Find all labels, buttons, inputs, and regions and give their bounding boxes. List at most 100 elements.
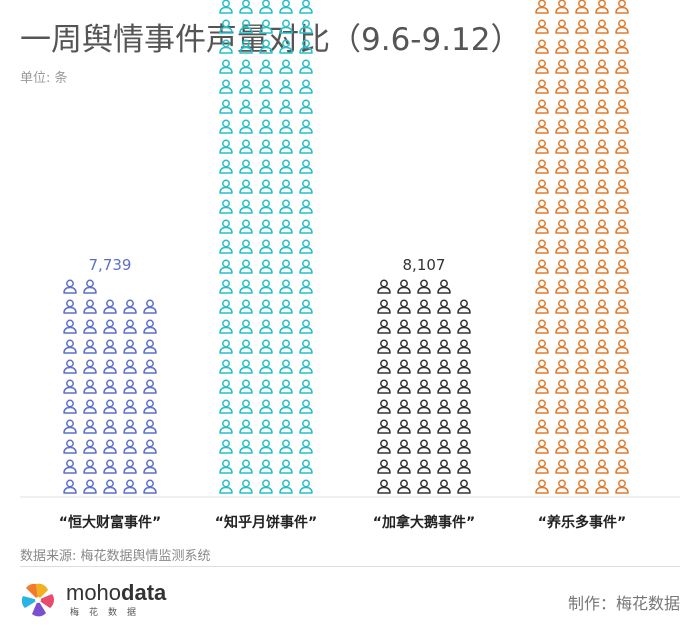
person-icon <box>457 439 471 454</box>
category-label: “养乐多事件” <box>538 514 626 531</box>
person-icon <box>123 459 137 474</box>
person-icon <box>575 39 589 54</box>
person-icon <box>615 259 629 274</box>
person-icon <box>575 239 589 254</box>
person-icon <box>377 479 391 494</box>
person-icon <box>63 339 77 354</box>
person-icon <box>417 399 431 414</box>
person-icon <box>143 299 157 314</box>
person-icon <box>123 359 137 374</box>
person-icon <box>457 359 471 374</box>
person-icon <box>279 479 293 494</box>
person-icon <box>123 379 137 394</box>
person-icon <box>299 359 313 374</box>
person-icon <box>457 339 471 354</box>
person-icon <box>555 379 569 394</box>
person-icon <box>143 439 157 454</box>
person-icon <box>595 59 609 74</box>
person-icon <box>239 79 253 94</box>
person-icon <box>279 239 293 254</box>
person-icon <box>615 39 629 54</box>
person-icon <box>417 319 431 334</box>
person-icon <box>615 99 629 114</box>
person-icon <box>83 279 97 294</box>
person-icon <box>595 0 609 14</box>
person-icon <box>299 159 313 174</box>
person-icon <box>555 299 569 314</box>
person-icon <box>219 259 233 274</box>
person-icon <box>259 139 273 154</box>
person-icon <box>615 0 629 14</box>
person-icon <box>123 339 137 354</box>
person-icon <box>219 179 233 194</box>
person-icon <box>575 439 589 454</box>
person-icon <box>377 379 391 394</box>
person-icon <box>143 479 157 494</box>
person-icon <box>535 239 549 254</box>
person-icon <box>595 259 609 274</box>
person-icon <box>83 299 97 314</box>
person-icon <box>397 419 411 434</box>
person-icon <box>103 319 117 334</box>
person-icon <box>437 299 451 314</box>
category-label: “知乎月饼事件” <box>215 514 317 531</box>
person-icon <box>437 419 451 434</box>
person-icon <box>259 419 273 434</box>
person-icon <box>417 379 431 394</box>
person-icon <box>299 179 313 194</box>
person-icon <box>595 479 609 494</box>
person-icon <box>83 359 97 374</box>
person-icon <box>417 439 431 454</box>
person-icon <box>417 479 431 494</box>
person-icon <box>377 319 391 334</box>
person-icon <box>595 139 609 154</box>
value-label: 7,739 <box>89 256 132 274</box>
person-icon <box>555 259 569 274</box>
category-label: “加拿大鹅事件” <box>373 514 475 531</box>
person-icon <box>535 279 549 294</box>
person-icon <box>377 339 391 354</box>
person-icon <box>615 119 629 134</box>
person-icon <box>299 0 313 14</box>
person-icon <box>377 359 391 374</box>
person-icon <box>595 399 609 414</box>
person-icon <box>575 459 589 474</box>
person-icon <box>279 0 293 14</box>
person-icon <box>259 459 273 474</box>
person-icon <box>219 379 233 394</box>
person-icon <box>299 319 313 334</box>
person-icon <box>615 159 629 174</box>
person-icon <box>397 319 411 334</box>
person-icon <box>279 379 293 394</box>
person-icon <box>575 139 589 154</box>
person-icon <box>457 419 471 434</box>
maker-credit: 制作：梅花数据 <box>567 594 680 613</box>
person-icon <box>555 119 569 134</box>
person-icon <box>417 339 431 354</box>
person-icon <box>615 139 629 154</box>
person-icon <box>239 99 253 114</box>
person-icon <box>377 399 391 414</box>
person-icon <box>457 319 471 334</box>
person-icon <box>535 399 549 414</box>
person-icon <box>259 99 273 114</box>
person-icon <box>219 199 233 214</box>
person-icon <box>219 439 233 454</box>
person-icon <box>397 459 411 474</box>
person-icon <box>535 219 549 234</box>
person-icon <box>259 59 273 74</box>
person-icon <box>417 299 431 314</box>
person-icon <box>239 279 253 294</box>
logo-subtitle: 梅花数据 <box>70 608 147 618</box>
person-icon <box>535 419 549 434</box>
person-icon <box>555 279 569 294</box>
person-icon <box>457 479 471 494</box>
person-icon <box>299 139 313 154</box>
person-icon <box>143 339 157 354</box>
person-icon <box>219 39 233 54</box>
person-icon <box>595 219 609 234</box>
person-icon <box>595 79 609 94</box>
person-icon <box>259 39 273 54</box>
person-icon <box>239 139 253 154</box>
person-icon <box>575 479 589 494</box>
